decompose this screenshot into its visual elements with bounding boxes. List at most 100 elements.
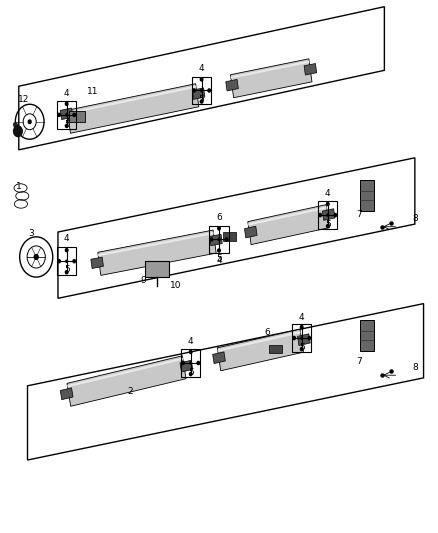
Circle shape [73,260,76,263]
Circle shape [65,124,68,127]
Text: 5: 5 [64,120,70,129]
Bar [223,232,236,240]
Bar [192,77,211,104]
Polygon shape [322,209,335,220]
Text: 5: 5 [64,265,70,274]
Bar [360,180,374,212]
Polygon shape [98,232,214,256]
Circle shape [189,373,192,376]
Circle shape [301,337,303,339]
Text: 5: 5 [199,95,205,104]
Polygon shape [67,356,186,406]
Text: 4: 4 [64,234,70,243]
Text: 8: 8 [413,214,419,223]
Polygon shape [67,84,199,133]
Circle shape [58,114,60,116]
Polygon shape [226,79,238,91]
Circle shape [326,203,329,206]
Polygon shape [248,206,327,225]
Text: 6: 6 [216,213,222,222]
Text: 12: 12 [18,95,30,104]
Polygon shape [67,358,183,387]
Circle shape [319,214,321,216]
Text: 4: 4 [199,64,205,73]
Text: 9: 9 [141,276,146,285]
Circle shape [182,361,184,365]
Circle shape [65,102,68,106]
Circle shape [208,89,211,92]
Polygon shape [192,88,205,100]
Bar [209,225,229,253]
Text: 6: 6 [264,328,270,337]
Polygon shape [304,63,317,75]
Polygon shape [210,235,222,246]
Bar [181,349,200,377]
Circle shape [28,120,31,124]
Polygon shape [180,360,193,372]
Text: 8: 8 [413,363,419,372]
Polygon shape [230,59,312,98]
Polygon shape [67,85,196,114]
Polygon shape [60,108,73,119]
Circle shape [200,78,203,81]
Polygon shape [231,61,309,79]
Circle shape [66,114,67,116]
Circle shape [66,260,67,262]
Circle shape [34,255,38,260]
Circle shape [65,248,68,252]
Circle shape [201,90,202,92]
Circle shape [210,238,213,241]
Polygon shape [217,329,304,371]
Circle shape [218,249,220,252]
Text: 4: 4 [325,189,331,198]
Circle shape [327,214,329,216]
Text: 1: 1 [16,182,21,191]
Bar [318,201,337,229]
Text: 2: 2 [127,386,133,395]
Text: 4: 4 [188,337,194,346]
Text: 7: 7 [356,358,362,367]
Circle shape [200,100,203,103]
Bar [57,101,76,128]
Circle shape [326,224,329,228]
Polygon shape [213,352,225,364]
Circle shape [65,271,68,274]
Circle shape [193,89,195,92]
Circle shape [189,350,192,353]
Text: 5: 5 [216,254,222,263]
Circle shape [334,214,337,216]
Bar [269,345,282,353]
Circle shape [190,362,191,364]
Polygon shape [244,226,257,238]
Circle shape [218,227,220,230]
Text: 5: 5 [299,343,304,352]
Text: 7: 7 [356,210,362,219]
Text: 11: 11 [87,87,99,96]
Polygon shape [218,331,300,352]
Circle shape [197,361,200,365]
Text: 3: 3 [28,229,34,238]
Circle shape [300,348,303,351]
Text: 4: 4 [299,313,304,322]
Circle shape [14,126,22,136]
Text: 5: 5 [188,368,194,377]
Bar [292,324,311,352]
Circle shape [58,260,60,263]
Bar [145,261,169,277]
Polygon shape [248,205,329,245]
Text: 4: 4 [64,88,70,98]
Text: 5: 5 [325,220,331,229]
Polygon shape [91,257,103,269]
Circle shape [218,238,220,240]
Bar [69,111,85,122]
Circle shape [300,326,303,328]
Bar [360,319,374,351]
Circle shape [73,114,76,116]
Polygon shape [297,334,310,345]
Polygon shape [60,388,73,400]
Polygon shape [98,230,216,276]
Text: 10: 10 [170,281,181,290]
Bar [57,247,76,275]
Text: 4: 4 [216,256,222,265]
Circle shape [225,238,228,241]
